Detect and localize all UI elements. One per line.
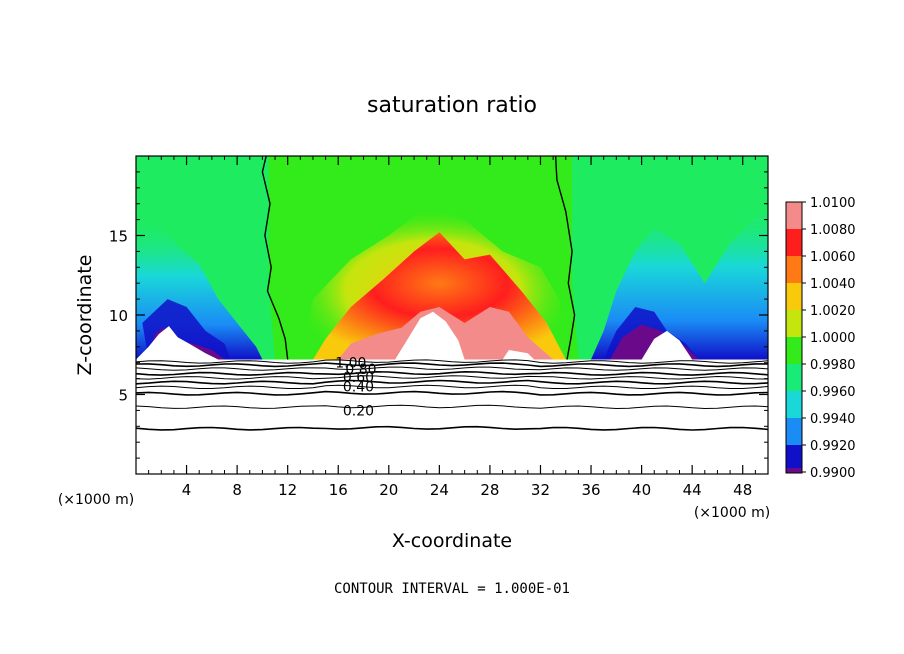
contour-line-lower-4 xyxy=(135,375,769,380)
x-tick-label: 24 xyxy=(430,481,449,499)
colorbar-label: 0.9920 xyxy=(810,439,856,454)
x-axis: 4 8 12 16 20 24 28 32 36 40 44 48 xyxy=(148,156,756,499)
cloud-region-center xyxy=(395,311,465,360)
x-tick-label: 40 xyxy=(632,481,651,499)
colorbar-swatch xyxy=(786,418,802,445)
contour-label: 0.60 xyxy=(343,370,374,386)
x-tick-label: 44 xyxy=(683,481,702,499)
heatmap-field xyxy=(136,156,768,474)
contour-lines xyxy=(135,155,769,431)
colorbar-label: 1.0000 xyxy=(810,331,856,346)
y-axis-label: Z-coordinate xyxy=(74,255,96,376)
contour-label: 0.80 xyxy=(345,362,376,378)
colorbar-label: 0.9940 xyxy=(810,412,856,427)
contour-line-lower-0 xyxy=(135,359,769,364)
y-tick-label: 10 xyxy=(109,307,128,325)
colorbar-label: 0.9980 xyxy=(810,358,856,373)
colorbar-swatch xyxy=(786,468,802,473)
colorbar-label: 1.0060 xyxy=(810,250,856,265)
x-unit-right: (×1000 m) xyxy=(694,505,770,521)
contour-interval-note: CONTOUR INTERVAL = 1.000E-01 xyxy=(334,581,570,597)
colorbar: 1.0100 1.0080 1.0060 1.0040 1.0020 1.0000 0.99… xyxy=(785,196,856,481)
x-axis-label: X-coordinate xyxy=(392,530,512,552)
x-tick-label: 32 xyxy=(531,481,550,499)
colorbar-label: 1.0020 xyxy=(810,304,856,319)
x-tick-label: 48 xyxy=(733,481,752,499)
colorbar-swatch xyxy=(786,283,802,310)
x-tick-label: 36 xyxy=(581,481,600,499)
colorbar-swatch xyxy=(786,337,802,364)
colorbar-swatch xyxy=(786,256,802,283)
contour-line-lower-5 xyxy=(135,379,769,385)
colorbar-label: 0.9900 xyxy=(810,466,856,481)
colorbar-swatch xyxy=(786,445,802,472)
contour-line-lower-7 xyxy=(135,390,769,396)
colorbar-swatch xyxy=(786,310,802,337)
contour-line-lower-1 xyxy=(135,362,768,368)
contour-line-lower-6 xyxy=(135,384,769,389)
x-tick-label: 20 xyxy=(379,481,398,499)
colorbar-swatch xyxy=(786,364,802,391)
colorbar-label: 1.0100 xyxy=(810,196,856,211)
contour-line-lower-8 xyxy=(135,404,769,410)
contour-label: 0.20 xyxy=(343,403,374,419)
contour-labels: 1.000.800.600.40 0.20 xyxy=(335,356,376,420)
contour-label: 0.40 xyxy=(343,380,374,396)
contour-line-1000-left xyxy=(261,155,289,360)
chart-title: saturation ratio xyxy=(367,93,537,118)
x-tick-label: 8 xyxy=(232,481,242,499)
x-tick-label: 28 xyxy=(480,481,499,499)
colorbar-swatch xyxy=(786,391,802,418)
x-tick-label: 4 xyxy=(182,481,192,499)
colorbar-label: 1.0080 xyxy=(810,223,856,238)
x-tick-label: 16 xyxy=(329,481,348,499)
y-tick-label: 15 xyxy=(109,228,128,246)
colorbar-swatch xyxy=(786,202,802,229)
contour-line-lower-2 xyxy=(135,366,769,371)
y-tick-label: 5 xyxy=(118,387,128,405)
colorbar-swatch xyxy=(786,229,802,256)
contour-line-lower-9 xyxy=(135,425,769,431)
colorbar-label: 1.0040 xyxy=(810,277,856,292)
x-tick-label: 12 xyxy=(278,481,297,499)
x-unit-left: (×1000 m) xyxy=(58,492,134,508)
colorbar-label: 0.9960 xyxy=(810,385,856,400)
cloud-region-right xyxy=(641,330,693,360)
y-axis: 5 10 15 xyxy=(109,171,768,459)
contour-label: 1.00 xyxy=(335,356,366,372)
contour-line-lower-3 xyxy=(135,370,769,376)
contour-line-1000-right xyxy=(554,155,576,360)
cloud-region-center-right xyxy=(502,350,535,360)
cloud-region-left xyxy=(136,326,219,360)
lower-layer xyxy=(136,359,768,474)
